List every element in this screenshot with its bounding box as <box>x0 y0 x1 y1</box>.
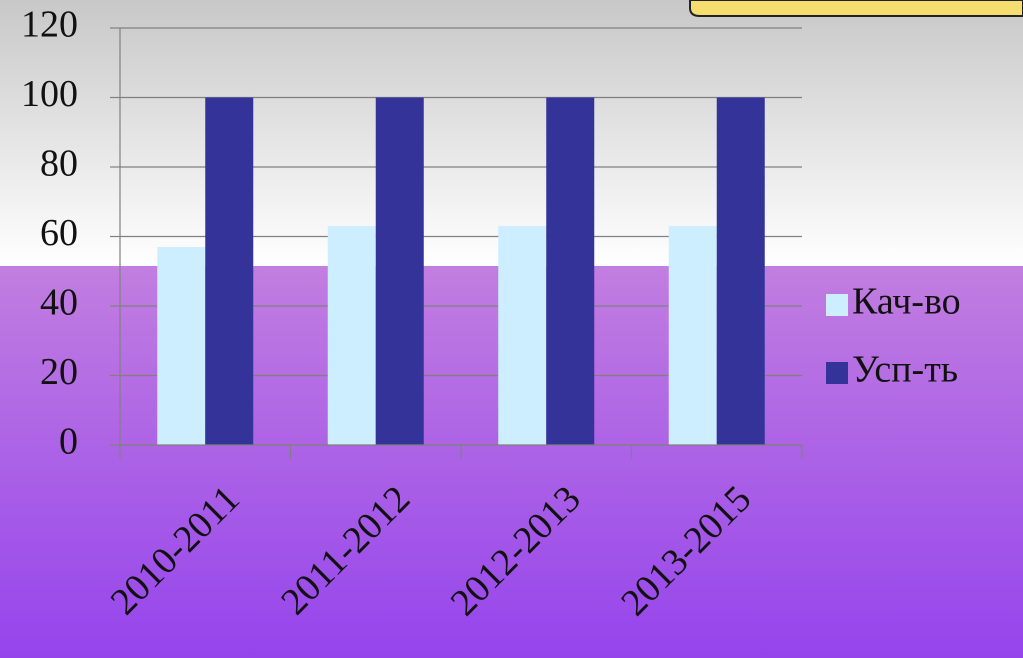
bar <box>327 226 376 445</box>
y-tick-label: 60 <box>40 212 78 254</box>
y-tick-label: 0 <box>59 421 78 463</box>
bar <box>498 226 547 445</box>
y-tick-label: 100 <box>21 73 78 115</box>
bar <box>205 97 254 445</box>
legend-label: Усп-ть <box>852 349 958 391</box>
y-tick-label: 120 <box>21 4 78 46</box>
legend-swatch <box>826 362 848 384</box>
callout-box <box>689 0 1023 17</box>
bar <box>157 246 206 445</box>
y-tick-label: 80 <box>40 143 78 185</box>
bar <box>668 226 717 445</box>
legend-swatch <box>826 294 848 316</box>
bar <box>546 97 595 445</box>
background-top <box>0 0 1023 266</box>
y-tick-label: 40 <box>40 282 78 324</box>
y-tick-label: 20 <box>40 351 78 393</box>
bar <box>716 97 765 445</box>
legend-label: Кач-во <box>852 281 961 323</box>
bar <box>375 97 424 445</box>
